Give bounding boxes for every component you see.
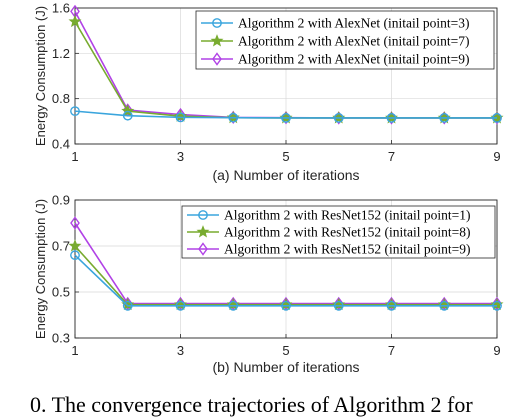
data-point xyxy=(228,112,239,123)
y-tick-label: 1.6 xyxy=(52,1,70,16)
legend-label: Algorithm 2 with ResNet152 (initail poin… xyxy=(224,208,470,223)
y-tick-label: 1.2 xyxy=(52,46,70,61)
x-tick-label: 9 xyxy=(493,149,500,164)
data-point xyxy=(437,297,451,311)
data-point xyxy=(175,112,186,123)
data-point xyxy=(281,296,291,311)
legend-marker xyxy=(212,18,222,28)
data-point xyxy=(281,113,291,123)
y-tick-label: 0.3 xyxy=(52,331,70,346)
y-tick-label: 0.8 xyxy=(52,91,70,106)
legend-marker xyxy=(198,242,208,256)
data-point xyxy=(226,297,240,311)
data-point xyxy=(228,300,239,311)
x-tick-label: 5 xyxy=(282,149,289,164)
data-point xyxy=(385,297,398,311)
y-tick-label: 0.5 xyxy=(52,285,70,300)
data-point xyxy=(332,297,346,311)
legend-label: Algorithm 2 with ResNet152 (initail poin… xyxy=(224,242,470,257)
y-tick-label: 0.4 xyxy=(52,137,70,152)
data-point xyxy=(70,216,80,230)
data-point xyxy=(439,300,450,311)
series-line xyxy=(74,254,497,307)
series-line xyxy=(74,110,497,119)
axes-frame xyxy=(74,7,498,145)
data-point xyxy=(492,300,502,311)
y-axis-label: Energy Consumption (J) xyxy=(33,6,48,146)
data-point xyxy=(333,296,344,311)
data-point xyxy=(492,113,502,123)
data-point xyxy=(386,113,397,123)
data-point xyxy=(492,296,502,311)
data-point xyxy=(175,107,186,122)
x-tick-label: 7 xyxy=(388,343,395,358)
chart-panel-b: 1 3 5 7 9 0.3 0.5 0.7 0.9 Energy Consumption (J) (… xyxy=(33,193,504,375)
data-point xyxy=(281,300,291,311)
data-point xyxy=(333,300,344,311)
x-tick-label: 3 xyxy=(177,149,184,164)
data-point xyxy=(122,300,133,311)
figure-caption: 0. The convergence trajectories of Algor… xyxy=(30,392,473,417)
data-point xyxy=(490,297,504,311)
legend-box xyxy=(195,10,495,70)
x-tick-label: 7 xyxy=(388,149,395,164)
data-point xyxy=(386,300,397,311)
data-point xyxy=(333,113,344,123)
axes-frame xyxy=(74,199,498,339)
data-point xyxy=(70,106,80,117)
chart-panel-a: 1 3 5 7 9 0.4 0.8 1.2 1.6 Energy Consumption (J) (… xyxy=(33,1,504,183)
legend-marker xyxy=(212,52,222,66)
data-point xyxy=(175,300,186,311)
legend-marker xyxy=(210,34,224,47)
legend-label: Algorithm 2 with AlexNet (initail point=… xyxy=(238,52,469,67)
y-axis-label: Energy Consumption (J) xyxy=(33,199,48,339)
y-tick-label: 0.7 xyxy=(52,239,70,254)
legend-label: Algorithm 2 with ResNet152 (initail poin… xyxy=(224,225,470,240)
data-point xyxy=(279,297,293,311)
data-point xyxy=(174,109,187,122)
legend-label: Algorithm 2 with AlexNet (initail point=… xyxy=(238,34,469,49)
legend-marker xyxy=(196,225,210,238)
x-axis-label: (b) Number of iterations xyxy=(212,359,359,375)
data-point xyxy=(68,14,82,28)
data-point xyxy=(439,296,450,311)
data-point xyxy=(175,296,186,311)
data-point xyxy=(68,239,82,252)
y-tick-label: 0.9 xyxy=(52,193,70,208)
data-point xyxy=(174,297,187,311)
legend-marker xyxy=(198,210,208,220)
data-point xyxy=(386,296,397,311)
legend-box xyxy=(181,205,496,259)
data-point xyxy=(70,250,80,261)
x-tick-label: 9 xyxy=(493,343,500,358)
legend-label: Algorithm 2 with AlexNet (initail point=… xyxy=(238,16,469,31)
data-point xyxy=(439,113,450,123)
x-tick-label: 5 xyxy=(282,343,289,358)
x-axis-label: (a) Number of iterations xyxy=(212,167,359,183)
x-tick-label: 1 xyxy=(71,343,78,358)
x-tick-label: 1 xyxy=(71,149,78,164)
data-point xyxy=(122,110,133,121)
data-point xyxy=(228,296,239,311)
x-tick-label: 3 xyxy=(177,343,184,358)
data-point xyxy=(121,104,135,117)
